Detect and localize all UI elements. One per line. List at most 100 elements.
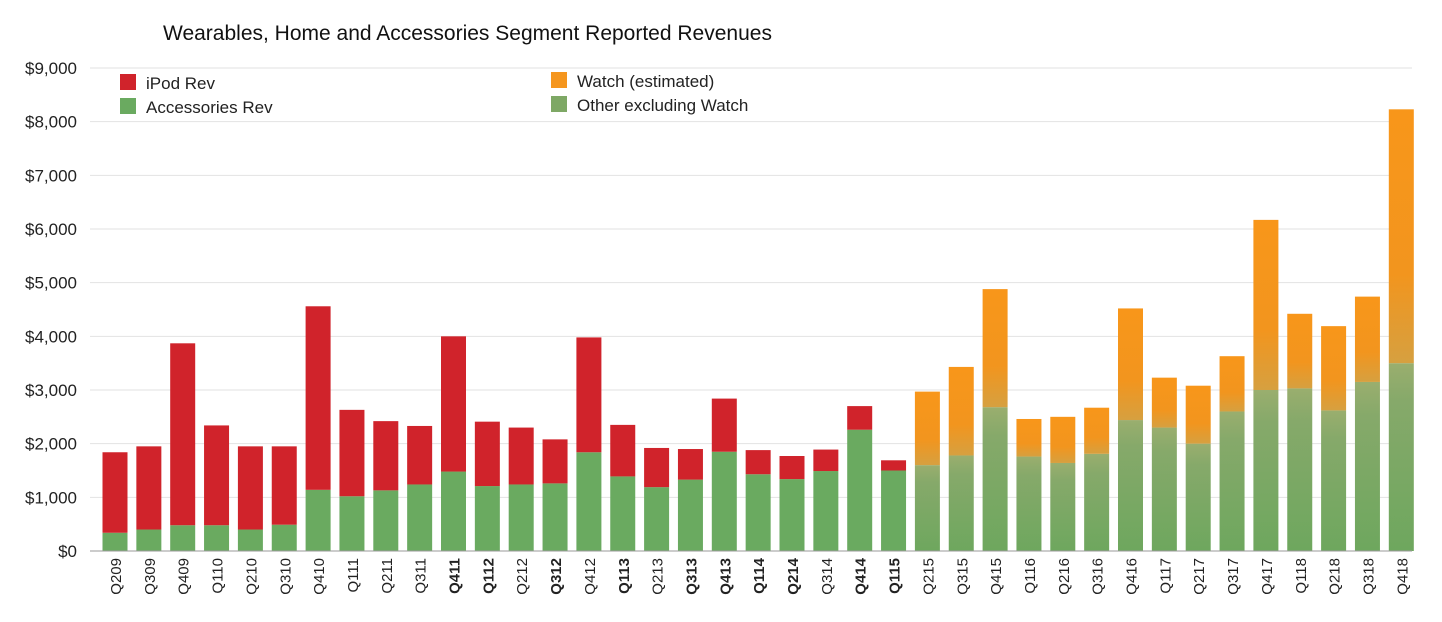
y-tick-label: $9,000 <box>25 59 77 78</box>
x-tick-label: Q310 <box>277 558 294 595</box>
bar-accessories-q209 <box>102 532 128 551</box>
bar-ipod-q210 <box>237 446 263 530</box>
legend-swatch-ipod <box>120 74 136 90</box>
x-tick-label: Q315 <box>954 558 971 595</box>
bar-ipod-q110 <box>204 425 230 526</box>
bar-other-excl-watch-q215 <box>914 465 940 551</box>
bar-other-excl-watch-q317 <box>1219 411 1245 551</box>
x-tick-label: Q411 <box>447 558 464 594</box>
bar-ipod-q213 <box>644 447 670 488</box>
y-tick-label: $8,000 <box>25 113 77 132</box>
bar-watch-q217 <box>1185 385 1211 444</box>
bar-ipod-q309 <box>136 446 162 530</box>
bar-ipod-q113 <box>610 424 636 477</box>
x-tick-label: Q415 <box>988 558 1005 595</box>
x-tick-label: Q316 <box>1090 558 1107 595</box>
bar-accessories-q313 <box>677 479 703 551</box>
bar-watch-q118 <box>1287 313 1313 389</box>
bar-accessories-q411 <box>441 471 466 551</box>
bar-accessories-q212 <box>508 484 534 551</box>
bar-ipod-q211 <box>373 421 399 491</box>
bar-other-excl-watch-q218 <box>1321 410 1347 551</box>
bar-accessories-q213 <box>644 487 670 551</box>
bars <box>102 109 1414 551</box>
bar-accessories-q310 <box>271 524 297 551</box>
x-tick-label: Q213 <box>650 558 667 595</box>
y-tick-label: $6,000 <box>25 220 77 239</box>
bar-ipod-q114 <box>745 450 771 475</box>
bar-accessories-q111 <box>339 496 365 551</box>
bar-watch-q315 <box>948 366 974 456</box>
bar-ipod-q314 <box>813 449 839 472</box>
y-tick-label: $1,000 <box>25 488 77 507</box>
bar-watch-q416 <box>1118 308 1143 421</box>
x-tick-label: Q116 <box>1022 558 1039 594</box>
x-tick-label: Q417 <box>1259 558 1276 595</box>
bar-watch-q218 <box>1321 326 1347 411</box>
bar-watch-q117 <box>1151 377 1177 428</box>
x-tick-label: Q118 <box>1293 558 1310 594</box>
bar-other-excl-watch-q315 <box>948 455 974 551</box>
legend-label-accessories: Accessories Rev <box>146 98 273 117</box>
legend-swatch-accessories <box>120 98 136 114</box>
bar-ipod-q409 <box>170 343 196 526</box>
bar-ipod-q410 <box>305 306 331 490</box>
x-tick-label: Q110 <box>210 558 227 594</box>
y-axis-ticks: $0 $1,000 $2,000 $3,000 $4,000 $5,000 $6,000 $7… <box>25 59 77 561</box>
legend-label-ipod: iPod Rev <box>146 74 215 93</box>
bar-watch-q216 <box>1050 416 1076 463</box>
bar-watch-q418 <box>1388 109 1414 364</box>
bar-accessories-q210 <box>237 529 263 551</box>
x-tick-label: Q114 <box>751 557 768 594</box>
x-tick-label: Q309 <box>142 558 159 595</box>
bar-watch-q215 <box>914 391 940 466</box>
bar-watch-q417 <box>1253 219 1279 390</box>
bar-other-excl-watch-q116 <box>1016 456 1042 551</box>
x-axis-ticks: Q209 Q309 Q409 Q110 Q210 Q310 Q410 Q111 Q211 Q311… <box>108 557 1411 594</box>
bar-ipod-q413 <box>711 398 737 452</box>
x-tick-label: Q209 <box>108 558 125 595</box>
bar-other-excl-watch-q316 <box>1084 453 1110 551</box>
x-tick-label: Q210 <box>243 558 260 595</box>
bar-accessories-q214 <box>779 479 805 551</box>
legend-swatch-watch <box>551 72 567 88</box>
bar-accessories-q410 <box>305 489 331 551</box>
chart-title: Wearables, Home and Accessories Segment … <box>163 22 772 45</box>
legend-swatch-other <box>551 96 567 112</box>
x-tick-label: Q311 <box>413 558 430 594</box>
y-tick-label: $7,000 <box>25 166 77 185</box>
x-tick-label: Q313 <box>683 558 700 595</box>
x-tick-label: Q317 <box>1225 558 1242 595</box>
x-tick-label: Q212 <box>514 558 531 595</box>
gridlines <box>90 67 1412 498</box>
y-tick-label: $0 <box>58 542 77 561</box>
x-tick-label: Q117 <box>1157 558 1174 594</box>
bar-accessories-q115 <box>881 470 907 551</box>
y-tick-label: $2,000 <box>25 435 77 454</box>
bar-ipod-q212 <box>508 427 534 485</box>
bar-accessories-q110 <box>204 525 230 551</box>
bar-accessories-q113 <box>610 476 636 551</box>
bar-ipod-q111 <box>339 409 365 497</box>
bar-ipod-q312 <box>542 439 568 484</box>
x-tick-label: Q418 <box>1394 558 1411 595</box>
bar-watch-q116 <box>1016 418 1042 457</box>
x-tick-label: Q216 <box>1056 558 1073 595</box>
bar-watch-q415 <box>982 289 1008 408</box>
bar-accessories-q312 <box>542 483 568 551</box>
x-tick-label: Q115 <box>887 558 904 594</box>
x-tick-label: Q215 <box>920 558 937 595</box>
bar-ipod-q115 <box>881 460 907 471</box>
x-tick-label: Q312 <box>548 558 565 595</box>
bar-other-excl-watch-q216 <box>1050 462 1076 551</box>
bar-ipod-q414 <box>847 406 873 430</box>
bar-other-excl-watch-q416 <box>1118 420 1143 551</box>
bar-accessories-q114 <box>745 474 771 551</box>
bar-accessories-q112 <box>474 486 500 551</box>
bar-watch-q316 <box>1084 407 1110 454</box>
legend: iPod Rev Accessories Rev Watch (estimate… <box>120 72 748 117</box>
bar-accessories-q211 <box>373 490 399 551</box>
bar-accessories-q309 <box>136 529 162 551</box>
